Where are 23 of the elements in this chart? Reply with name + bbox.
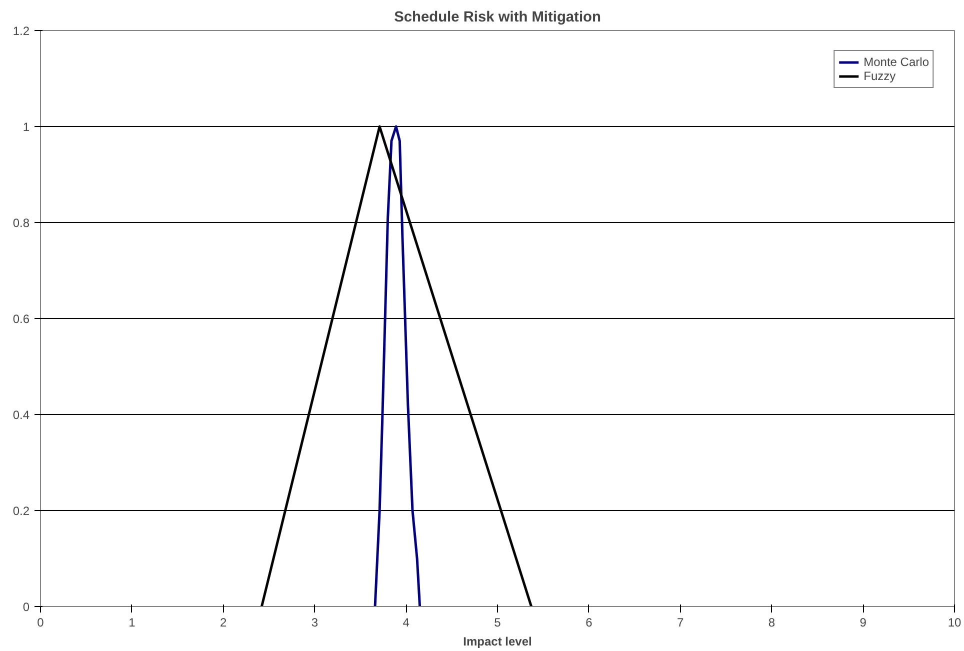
x-tick-label: 8: [768, 616, 776, 630]
y-tick-label: 0: [22, 600, 30, 614]
legend-label: Fuzzy: [864, 69, 896, 83]
x-tick-label: 9: [860, 616, 867, 630]
x-tick-label: 2: [220, 616, 227, 630]
x-tick-label: 4: [402, 616, 410, 630]
x-tick-label: 7: [676, 616, 684, 630]
x-tick-label: 10: [948, 616, 962, 630]
chart-title: Schedule Risk with Mitigation: [394, 10, 601, 26]
y-tick-label: 0.2: [12, 504, 30, 518]
x-tick-label: 5: [494, 616, 502, 630]
y-tick-label: 1: [22, 120, 30, 134]
y-tick-label: 1.2: [12, 24, 30, 38]
x-axis-title: Impact level: [463, 634, 532, 648]
x-tick-label: 6: [586, 616, 593, 630]
y-tick-label: 0.4: [12, 408, 30, 422]
x-tick-label: 1: [128, 616, 136, 630]
x-tick-label: 3: [311, 616, 318, 630]
line-series: [374, 125, 422, 606]
y-tick-label: 0.6: [12, 312, 30, 326]
x-tick-label: 0: [37, 616, 44, 630]
y-tick-label: 0.8: [12, 216, 30, 230]
legend-label: Monte Carlo: [864, 55, 929, 69]
